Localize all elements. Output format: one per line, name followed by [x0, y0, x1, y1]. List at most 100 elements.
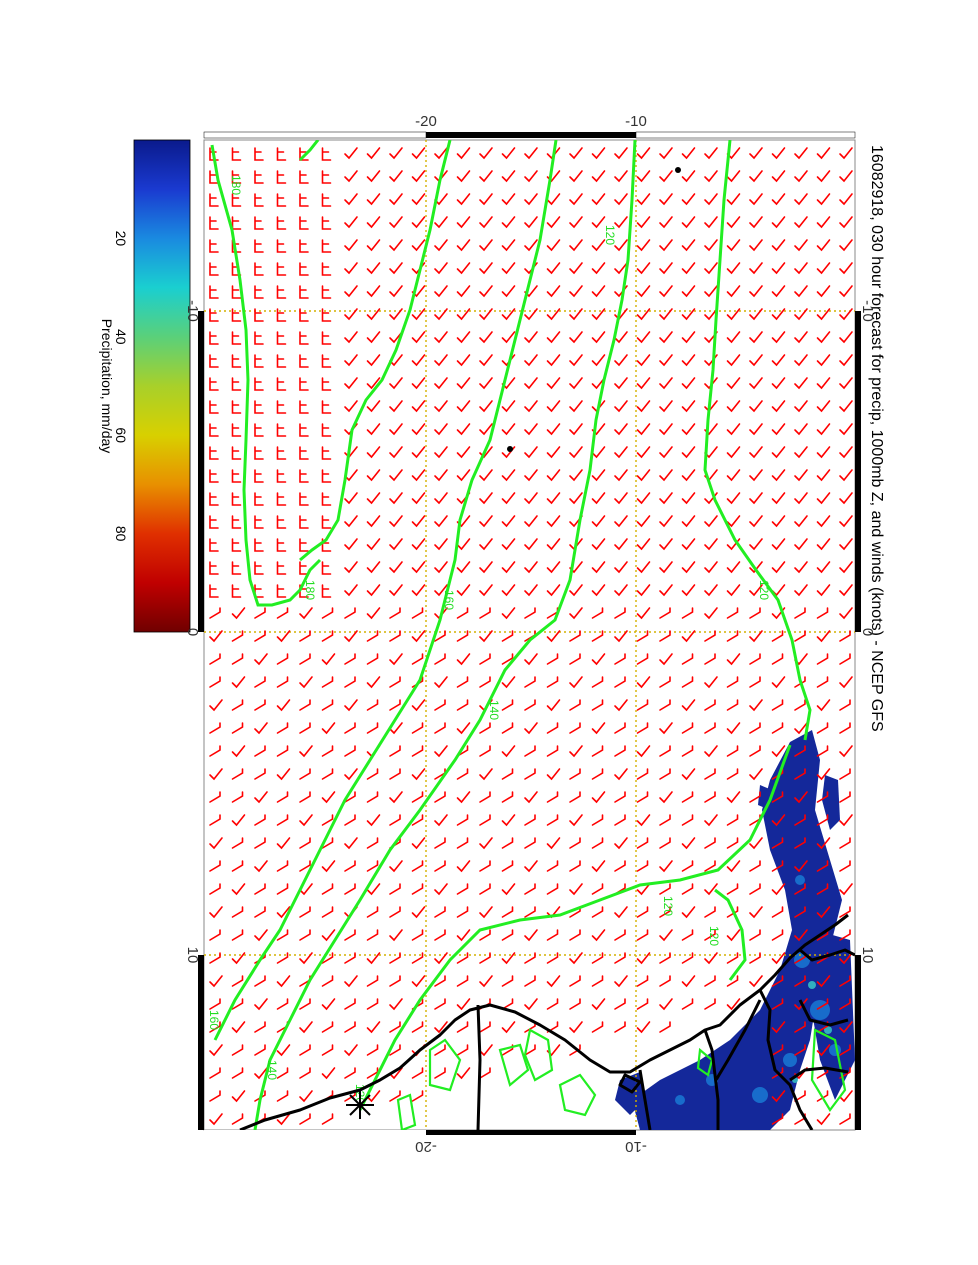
wind-barb [794, 584, 808, 597]
wind-barb [276, 147, 287, 161]
wind-barb [389, 929, 403, 942]
wind-barb [659, 676, 671, 688]
wind-barb [501, 745, 516, 758]
contour-120-c [714, 888, 747, 981]
wind-barb [681, 400, 696, 413]
wind-barb [816, 1044, 831, 1057]
wind-barb [794, 377, 808, 390]
wind-barb [434, 308, 448, 321]
wind-barb [434, 745, 448, 758]
wind-barb [816, 837, 831, 850]
wind-barb [614, 929, 626, 941]
wind-barb [681, 285, 696, 298]
wind-barb [321, 998, 336, 1011]
land-contours [396, 1028, 847, 1130]
wind-barb [231, 653, 244, 665]
wind-barb [209, 722, 221, 734]
wind-barb [276, 170, 287, 184]
wind-barb [344, 285, 358, 298]
wind-barb [411, 814, 424, 826]
wind-barb [254, 423, 264, 437]
contour-label: 180 [303, 580, 317, 600]
wind-barb [434, 354, 448, 367]
wind-barb [816, 515, 831, 528]
wind-barb [546, 400, 561, 413]
wind-barb [456, 400, 471, 413]
colorbar-tick-label: 60 [113, 427, 129, 443]
wind-barb [411, 400, 426, 413]
wind-barb [456, 561, 471, 574]
wind-barb [771, 193, 786, 206]
wind-barb [614, 262, 628, 275]
wind-barb [254, 446, 264, 460]
wind-barb [366, 262, 381, 275]
wind-barb [681, 515, 696, 528]
wind-barb [816, 998, 829, 1010]
wind-barb [209, 998, 221, 1010]
wind-barb [366, 906, 379, 918]
wind-barb [816, 906, 831, 919]
wind-barb [726, 699, 739, 711]
wind-barb [389, 630, 401, 642]
wind-barb [366, 492, 381, 505]
wind-barb [344, 791, 356, 803]
wind-barb [366, 929, 379, 941]
wind-barb [794, 768, 806, 780]
wind-barb [231, 377, 242, 391]
wind-barb [411, 906, 426, 919]
wind-barb [546, 423, 561, 436]
wind-barb [276, 630, 291, 643]
wind-barb [726, 653, 741, 666]
wind-barb [479, 354, 493, 367]
wind-barb [569, 975, 581, 987]
wind-barb [749, 515, 763, 528]
wind-barb [479, 285, 493, 298]
wind-barb [276, 354, 287, 368]
wind-barb [366, 1021, 381, 1034]
wind-barb [276, 308, 287, 322]
wind-barb [726, 745, 739, 757]
wind-barb [231, 147, 242, 161]
wind-barb [344, 929, 356, 941]
wind-barb [321, 860, 336, 873]
wind-barb [591, 653, 606, 666]
wind-barb [479, 607, 491, 619]
wind-barb [704, 676, 718, 689]
wind-barb [389, 538, 403, 551]
wind-barb [659, 170, 673, 183]
wind-barb [209, 929, 221, 941]
wind-barb [591, 377, 606, 390]
map-panel: 180 180 160 160 140 140 120 120 120 120 … [203, 139, 856, 1131]
wind-barb [209, 331, 219, 345]
wind-barb [411, 308, 426, 321]
wind-barb [771, 262, 786, 275]
wind-barb [479, 676, 491, 688]
wind-barb [726, 308, 741, 321]
wind-barb [771, 331, 786, 344]
wind-barb [816, 216, 831, 229]
wind-barb [659, 745, 671, 757]
wind-barb [254, 837, 266, 849]
wind-barb [659, 630, 671, 642]
wind-barb [524, 423, 538, 436]
wind-barb [434, 423, 448, 436]
wind-barb [524, 561, 538, 574]
wind-barb [276, 722, 289, 734]
wind-barb [276, 584, 287, 598]
wind-barb [344, 239, 358, 252]
wind-barb [636, 768, 649, 780]
wind-barb [636, 262, 651, 275]
wind-barb [254, 262, 264, 276]
wind-barb [636, 860, 649, 872]
wind-barb [636, 630, 649, 642]
wind-barb [456, 377, 471, 390]
wind-barb [726, 860, 741, 873]
wind-barb [726, 630, 739, 642]
wind-barb [681, 607, 694, 619]
wind-barb [794, 561, 808, 574]
wind-barb [726, 515, 741, 528]
wind-barb [546, 745, 559, 757]
wind-barb [366, 975, 379, 987]
wind-barb [636, 699, 649, 711]
wind-barb [816, 1113, 831, 1126]
